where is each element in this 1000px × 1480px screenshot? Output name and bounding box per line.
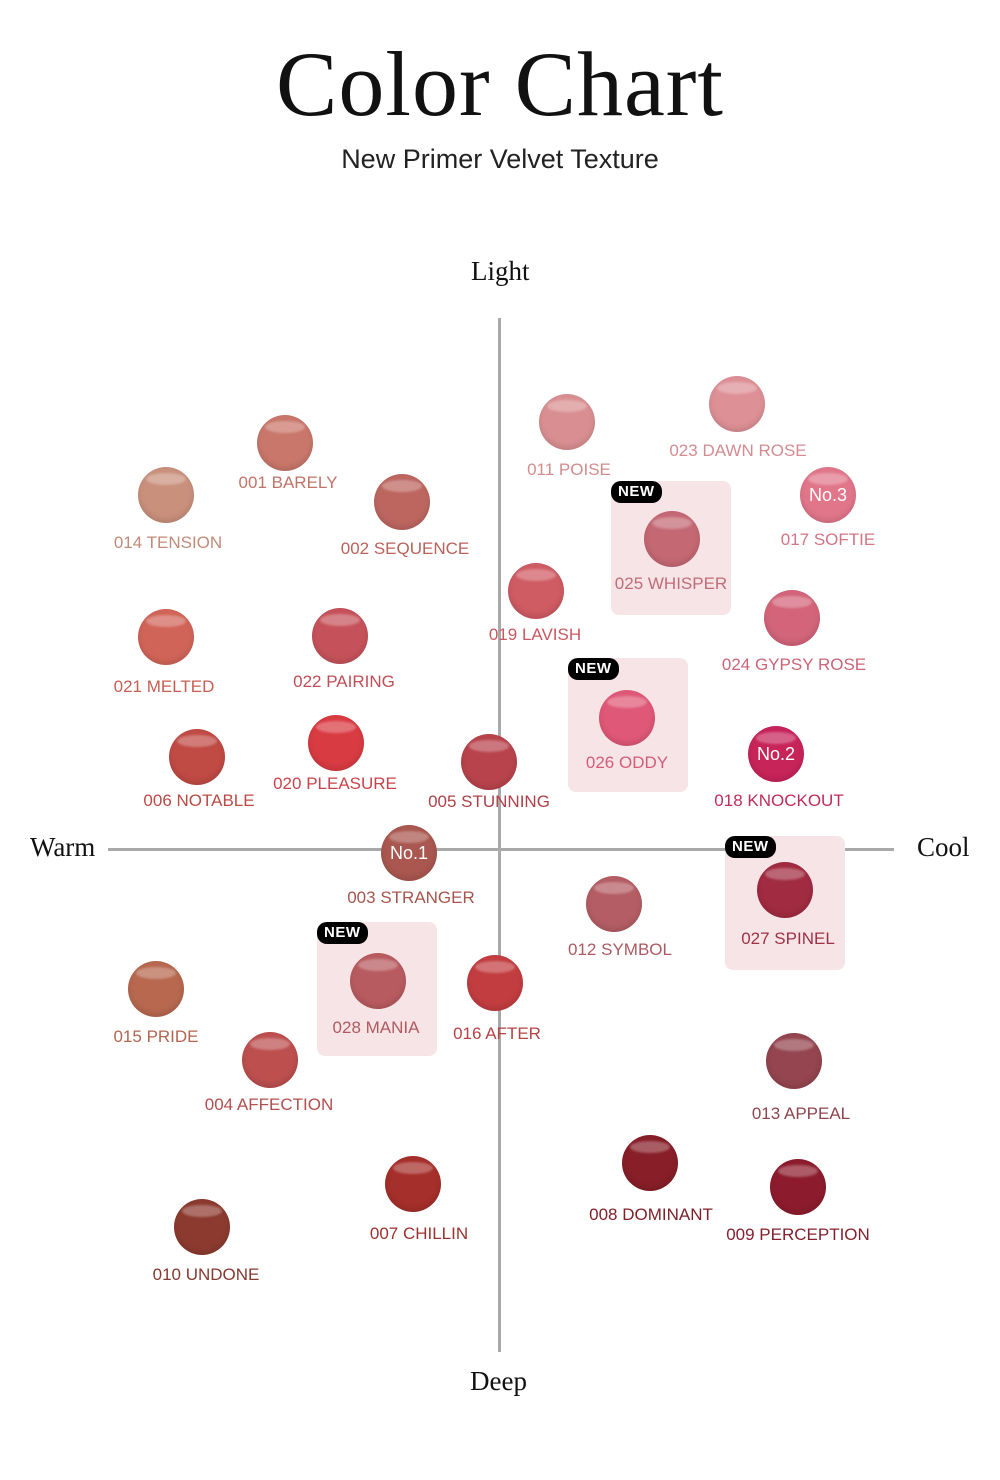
axis-label-cool: Cool <box>917 832 970 862</box>
rank-badge-no2: No.2 <box>756 743 796 764</box>
swatch-016-after[interactable] <box>467 955 523 1011</box>
page-title: Color Chart <box>276 33 724 135</box>
swatch-001-barely[interactable] <box>257 415 313 471</box>
swatch-017-softie[interactable]: No.3 <box>800 467 856 523</box>
swatch-025-whisper[interactable] <box>644 511 700 567</box>
new-badge-027: NEW <box>725 836 776 858</box>
swatch-010-undone[interactable] <box>174 1199 230 1255</box>
horizontal-axis <box>108 848 894 851</box>
shade-label-019: 019 LAVISH <box>488 625 582 644</box>
swatch-019-lavish[interactable] <box>508 563 564 619</box>
shade-label-013: 013 APPEAL <box>751 1104 851 1123</box>
swatch-005-stunning[interactable] <box>461 734 517 790</box>
rank-badge-no3: No.3 <box>808 484 848 505</box>
swatch-018-knockout[interactable]: No.2 <box>748 726 804 782</box>
shade-label-014: 014 TENSION <box>113 533 223 552</box>
axis-label-light: Light <box>471 256 530 286</box>
shade-label-003: 003 STRANGER <box>347 888 475 907</box>
axis-label-warm: Warm <box>30 832 96 862</box>
shade-label-021: 021 MELTED <box>113 677 215 696</box>
swatch-002-sequence[interactable] <box>374 474 430 530</box>
axis-label-deep: Deep <box>470 1366 527 1396</box>
swatch-007-chillin[interactable] <box>385 1156 441 1212</box>
swatch-009-perception[interactable] <box>770 1159 826 1215</box>
swatch-015-pride[interactable] <box>128 961 184 1017</box>
shade-label-009: 009 PERCEPTION <box>726 1225 870 1244</box>
swatch-008-dominant[interactable] <box>622 1135 678 1191</box>
swatch-014-tension[interactable] <box>138 467 194 523</box>
swatch-011-poise[interactable] <box>539 394 595 450</box>
swatch-028-mania[interactable] <box>350 953 406 1009</box>
swatch-026-oddy[interactable] <box>599 690 655 746</box>
shade-label-010: 010 UNDONE <box>152 1265 260 1284</box>
shade-label-016: 016 AFTER <box>453 1024 541 1043</box>
shade-label-020: 020 PLEASURE <box>273 774 397 793</box>
rank-badge-no1: No.1 <box>389 842 429 863</box>
shade-label-027: 027 SPINEL <box>741 929 835 948</box>
swatch-023-dawn-rose[interactable] <box>709 376 765 432</box>
shade-label-006: 006 NOTABLE <box>143 791 255 810</box>
shade-label-007: 007 CHILLIN <box>369 1224 469 1243</box>
new-badge-025: NEW <box>611 481 662 503</box>
swatch-024-gypsy-rose[interactable] <box>764 590 820 646</box>
shade-label-023: 023 DAWN ROSE <box>669 441 807 460</box>
swatch-027-spinel[interactable] <box>757 862 813 918</box>
swatch-021-melted[interactable] <box>138 609 194 665</box>
shade-label-018: 018 KNOCKOUT <box>714 791 844 810</box>
shade-label-028: 028 MANIA <box>332 1018 420 1037</box>
swatch-012-symbol[interactable] <box>586 876 642 932</box>
swatch-003-stranger[interactable]: No.1 <box>381 825 437 881</box>
swatch-022-pairing[interactable] <box>312 608 368 664</box>
swatch-004-affection[interactable] <box>242 1032 298 1088</box>
swatch-013-appeal[interactable] <box>766 1033 822 1089</box>
shade-label-001: 001 BARELY <box>238 473 338 492</box>
vertical-axis <box>498 318 501 1352</box>
shade-label-017: 017 SOFTIE <box>780 530 876 549</box>
shade-label-002: 002 SEQUENCE <box>340 539 470 558</box>
new-badge-026: NEW <box>568 658 619 680</box>
shade-label-008: 008 DOMINANT <box>589 1205 713 1224</box>
shade-label-015: 015 PRIDE <box>113 1027 199 1046</box>
shade-label-022: 022 PAIRING <box>293 672 395 691</box>
shade-label-024: 024 GYPSY ROSE <box>721 655 867 674</box>
swatch-020-pleasure[interactable] <box>308 715 364 771</box>
new-badge-028: NEW <box>317 922 368 944</box>
page-subtitle: New Primer Velvet Texture <box>341 144 659 174</box>
shade-label-005: 005 STUNNING <box>428 792 550 811</box>
swatch-006-notable[interactable] <box>169 729 225 785</box>
shade-label-025: 025 WHISPER <box>614 574 728 593</box>
shade-label-011: 011 POISE <box>527 460 611 479</box>
shade-label-012: 012 SYMBOL <box>568 940 672 959</box>
shade-label-026: 026 ODDY <box>585 753 669 772</box>
shade-label-004: 004 AFFECTION <box>204 1095 334 1114</box>
